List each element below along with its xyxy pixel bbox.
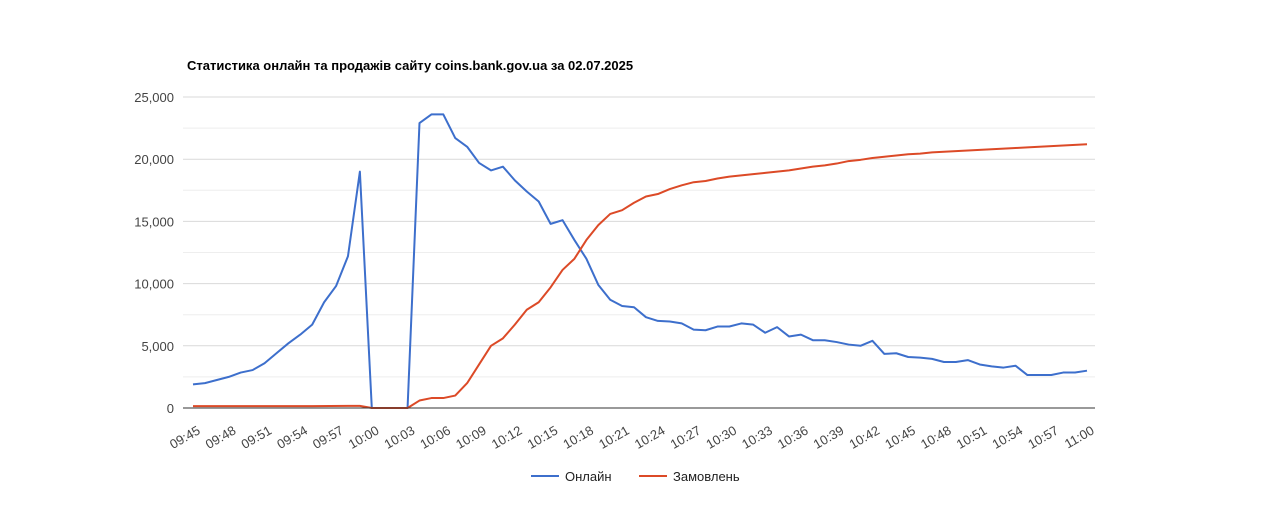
x-axis: 09:45 09:48 09:51 09:54 09:57 10:00 10:03 10:06… xyxy=(167,423,1097,452)
x-tick-label: 10:54 xyxy=(989,423,1025,452)
series-line-0 xyxy=(192,113,1088,409)
y-tick-label: 20,000 xyxy=(134,152,174,167)
x-tick-label: 10:00 xyxy=(346,423,382,452)
x-tick-label: 09:45 xyxy=(167,423,203,452)
x-tick-label: 10:36 xyxy=(775,423,811,452)
y-tick-label: 25,000 xyxy=(134,90,174,105)
x-tick-label: 10:06 xyxy=(417,423,453,452)
x-tick-label: 10:21 xyxy=(596,423,632,452)
x-tick-label: 09:48 xyxy=(203,423,239,452)
x-tick-label: 10:57 xyxy=(1025,423,1061,452)
gridlines xyxy=(183,96,1095,378)
x-tick-label: 10:12 xyxy=(489,423,525,452)
y-tick-label: 5,000 xyxy=(141,339,174,354)
x-tick-label: 09:57 xyxy=(310,423,346,452)
x-tick-label: 10:24 xyxy=(632,423,668,452)
legend-label: Онлайн xyxy=(565,469,612,484)
x-tick-label: 10:15 xyxy=(525,423,561,452)
x-tick-label: 10:27 xyxy=(668,423,704,452)
x-tick-label: 10:39 xyxy=(811,423,847,452)
y-tick-label: 15,000 xyxy=(134,214,174,229)
series-lines xyxy=(192,113,1088,409)
x-tick-label: 10:51 xyxy=(954,423,990,452)
chart-title: Статистика онлайн та продажів сайту coin… xyxy=(187,58,633,73)
y-tick-label: 0 xyxy=(167,401,174,416)
x-tick-label: 10:33 xyxy=(739,423,775,452)
x-tick-label: 10:45 xyxy=(882,423,918,452)
x-tick-label: 10:30 xyxy=(703,423,739,452)
y-tick-label: 10,000 xyxy=(134,277,174,292)
x-tick-label: 11:00 xyxy=(1062,423,1097,452)
x-tick-label: 10:18 xyxy=(560,423,596,452)
legend-label: Замовлень xyxy=(673,469,740,484)
x-tick-label: 10:48 xyxy=(918,423,954,452)
y-axis: 0 5,000 10,000 15,000 20,000 25,000 xyxy=(134,90,174,416)
x-tick-label: 09:54 xyxy=(274,423,310,452)
legend: Онлайн Замовлень xyxy=(531,469,740,484)
series-line-1 xyxy=(193,143,1088,409)
x-tick-label: 10:03 xyxy=(382,423,418,452)
x-tick-label: 09:51 xyxy=(239,423,275,452)
x-tick-label: 10:42 xyxy=(846,423,882,452)
x-tick-label: 10:09 xyxy=(453,423,489,452)
